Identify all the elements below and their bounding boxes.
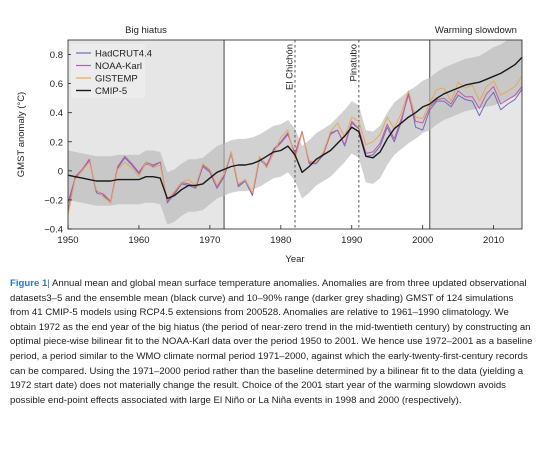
- y-tick-label-2: 0: [58, 166, 63, 177]
- x-tick-label-3: 1980: [270, 235, 291, 246]
- y-tick-label-0: −0.4: [44, 225, 63, 236]
- y-tick-label-1: −0.2: [44, 195, 63, 206]
- y-tick-label-4: 0.4: [50, 108, 63, 119]
- x-tick-label-4: 1990: [341, 235, 362, 246]
- x-axis-label: Year: [285, 254, 304, 265]
- axes: 1950 1960 1970 1980 1990 2000 2010 −0.4 −0.2 0 0.2…: [44, 50, 504, 246]
- caption-text: Annual mean and global mean surface temp…: [10, 278, 533, 406]
- eruption-markers: El Chichón Pinatubo: [285, 40, 360, 229]
- x-tick-label-1: 1960: [128, 235, 149, 246]
- eruption-label-0: El Chichón: [285, 44, 296, 90]
- figure-chart: Big hiatus Warming slowdown El Chichón Pin…: [16, 25, 523, 265]
- shaded-period-label-1: Warming slowdown: [435, 25, 517, 36]
- eruption-label-1: Pinatubo: [348, 44, 359, 82]
- x-tick-label-2: 1970: [199, 235, 220, 246]
- x-tick-label-0: 1950: [57, 235, 78, 246]
- legend-label-1: NOAA-Karl: [95, 61, 142, 72]
- legend-label-0: HadCRUT4.4: [95, 49, 152, 60]
- figure-caption: Figure 1| Annual mean and global mean su…: [10, 277, 534, 408]
- plot-frame: [67, 39, 523, 230]
- series-line-3: [67, 56, 523, 200]
- series-lines: [67, 56, 523, 215]
- series-line-1: [67, 86, 523, 211]
- y-tick-label-6: 0.8: [50, 50, 63, 61]
- x-tick-label-6: 2010: [483, 235, 504, 246]
- figure-label-separator: |: [47, 278, 50, 289]
- legend-label-2: GISTEMP: [95, 74, 138, 85]
- legend-label-3: CMIP-5: [95, 86, 127, 97]
- x-tick-label-5: 2000: [412, 235, 433, 246]
- y-tick-label-3: 0.2: [50, 137, 63, 148]
- shaded-period-label-0: Big hiatus: [125, 25, 167, 36]
- figure-label: Figure 1: [10, 278, 48, 289]
- y-axis-label: GMST anomaly (°C): [16, 92, 27, 177]
- y-tick-label-5: 0.6: [50, 79, 63, 90]
